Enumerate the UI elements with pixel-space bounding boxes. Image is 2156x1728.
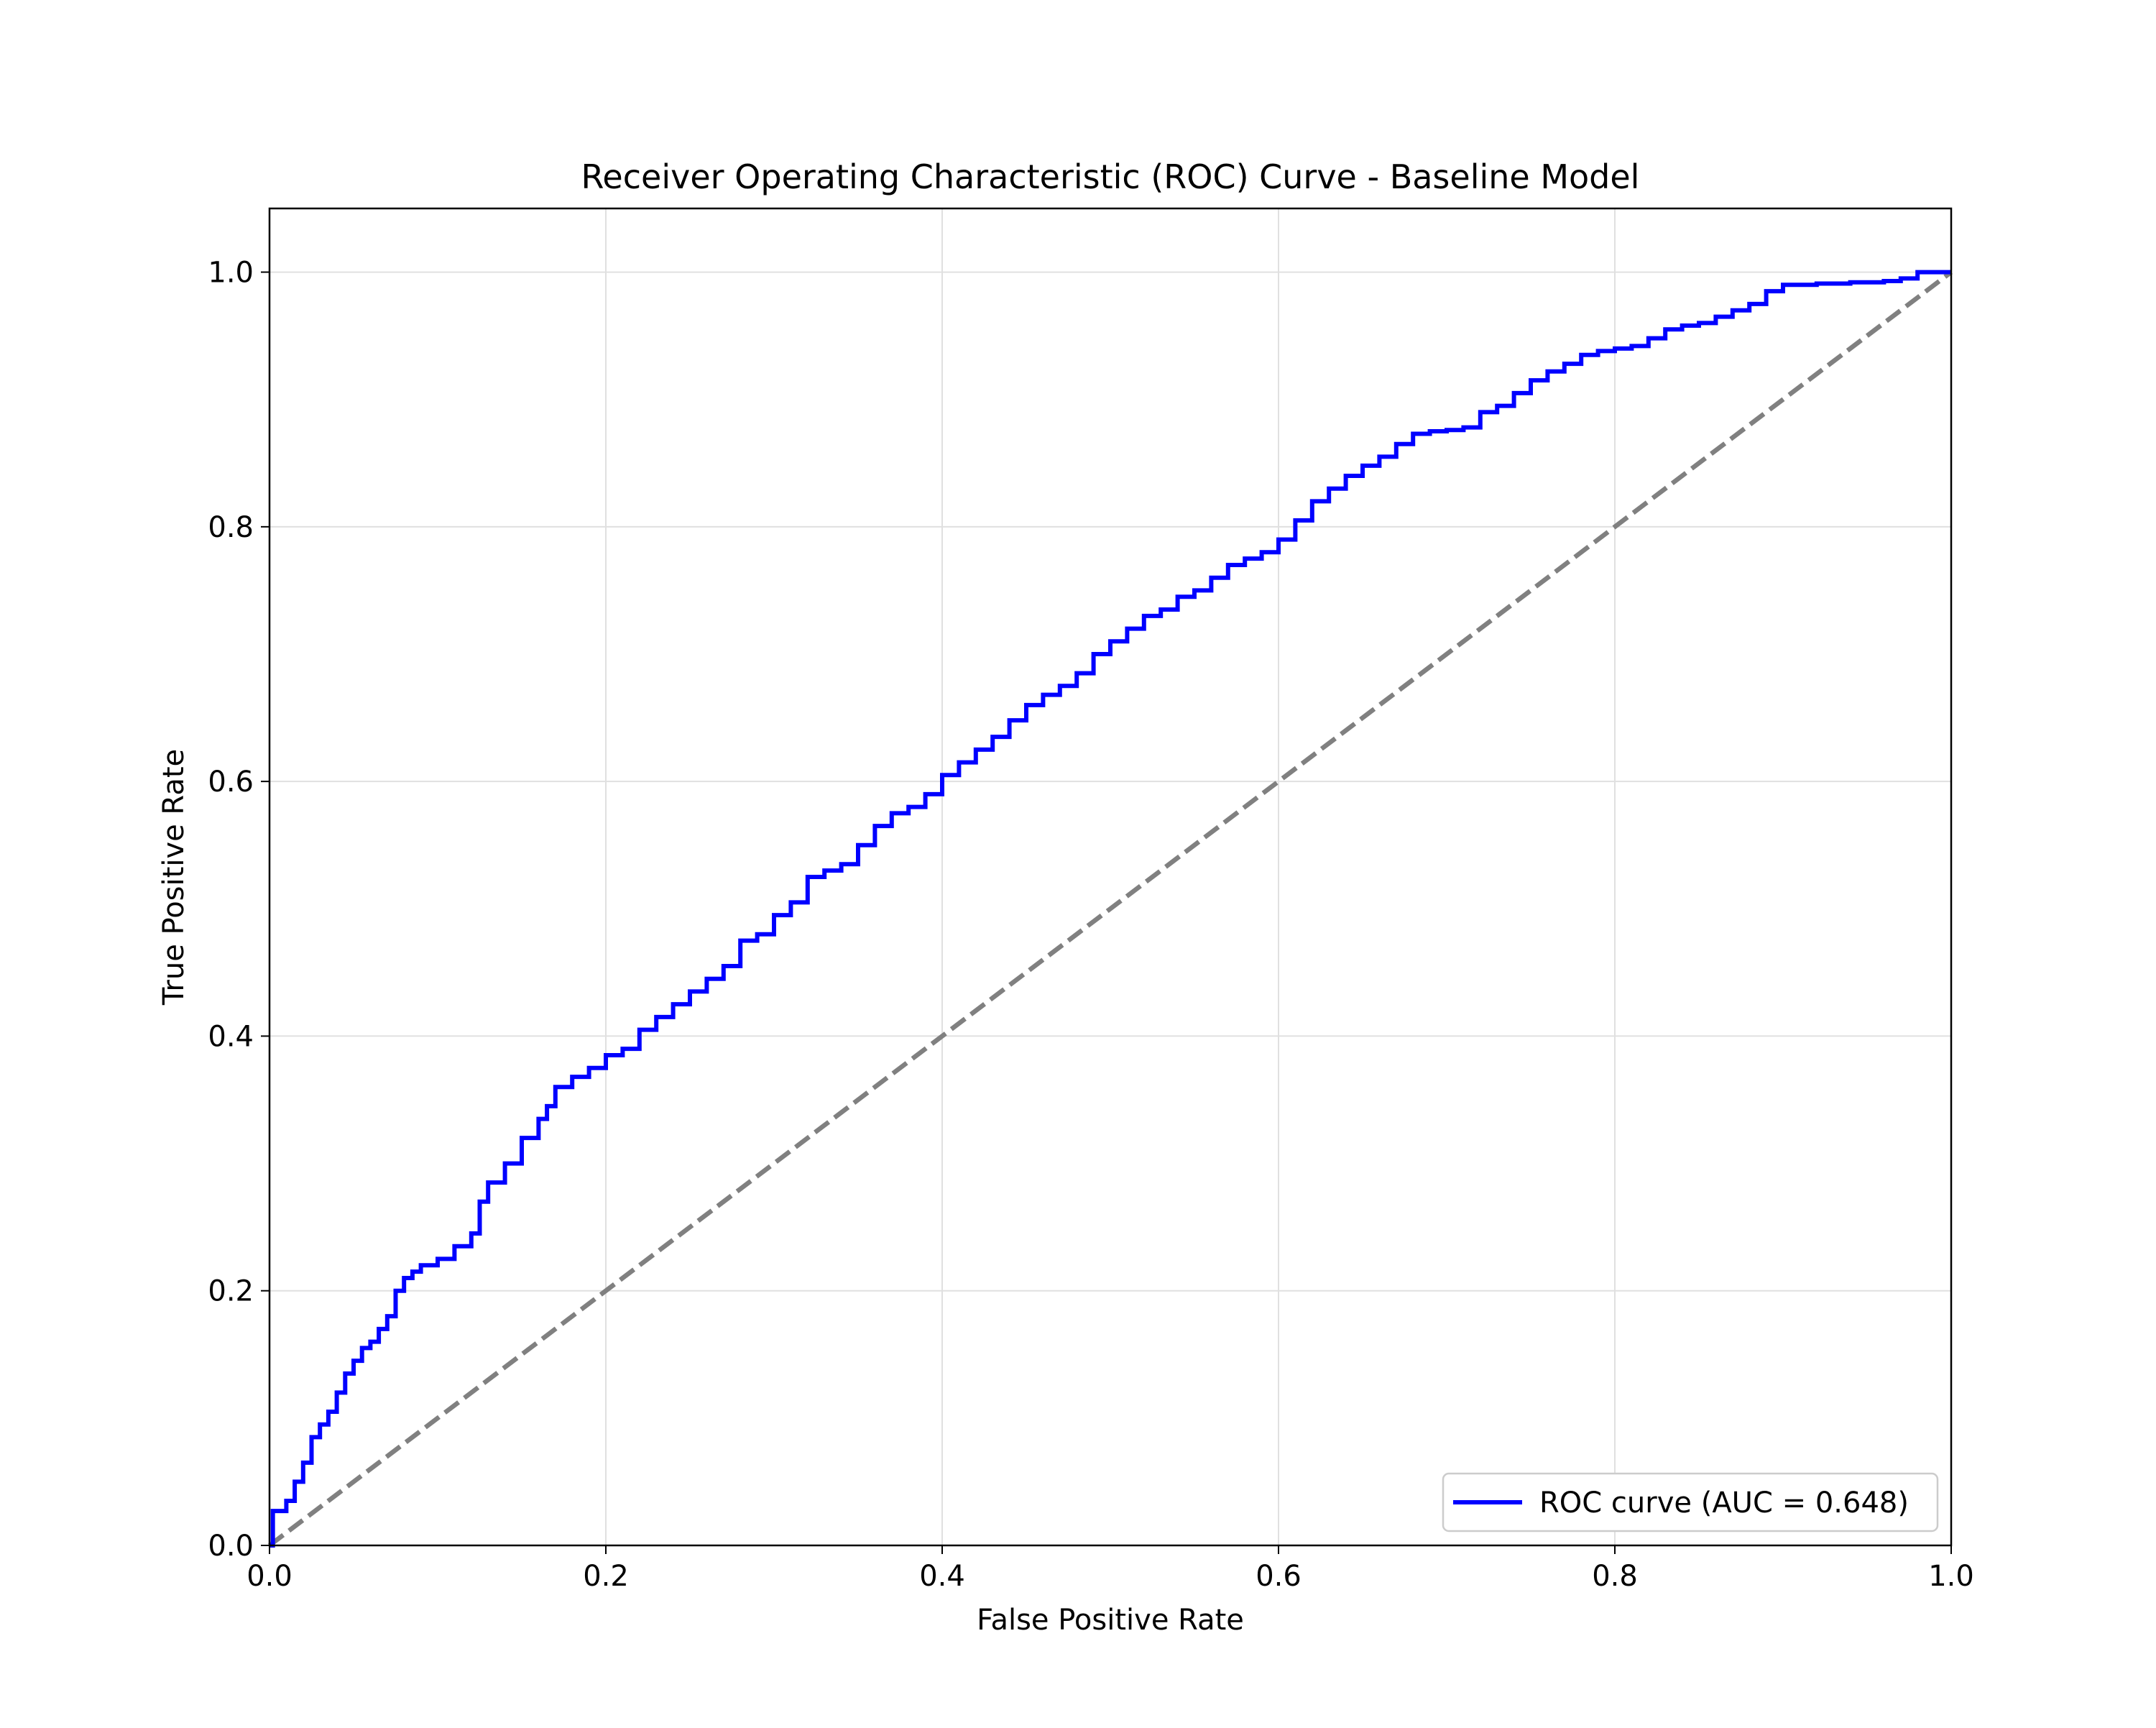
x-tick-label: 0.6	[1256, 1560, 1302, 1593]
plot-area-frame	[268, 207, 1953, 1547]
chart-title: Receiver Operating Characteristic (ROC) …	[581, 157, 1640, 196]
x-tick-label: 1.0	[1928, 1560, 1974, 1593]
chance-diagonal-line	[268, 270, 1953, 1548]
x-axis-label: False Positive Rate	[977, 1604, 1244, 1637]
series-layer	[268, 270, 1953, 1548]
y-tick-label: 0.0	[208, 1530, 254, 1563]
x-tick-label: 0.2	[583, 1560, 629, 1593]
roc-curve-line	[270, 270, 1951, 1548]
y-tick-label: 0.4	[208, 1020, 254, 1053]
axis-ticks: 0.0 0.2 0.4 0.6 0.8 1.0 0.0 0.2 0.4 0.6 0.8 1.0	[208, 257, 1973, 1593]
legend-box	[1442, 1472, 1939, 1532]
y-axis-label: True Positive Rate	[157, 749, 190, 1006]
y-tick-label: 0.8	[208, 511, 254, 544]
y-tick-label: 0.2	[208, 1275, 254, 1308]
legend: ROC curve (AUC = 0.648)	[1442, 1472, 1939, 1532]
y-tick-label: 1.0	[208, 257, 254, 290]
x-tick-label: 0.4	[919, 1560, 965, 1593]
legend-label-roc-curve: ROC curve (AUC = 0.648)	[1539, 1486, 1909, 1520]
y-tick-label: 0.6	[208, 766, 254, 799]
x-tick-label: 0.8	[1592, 1560, 1638, 1593]
x-tick-label: 0.0	[247, 1560, 292, 1593]
